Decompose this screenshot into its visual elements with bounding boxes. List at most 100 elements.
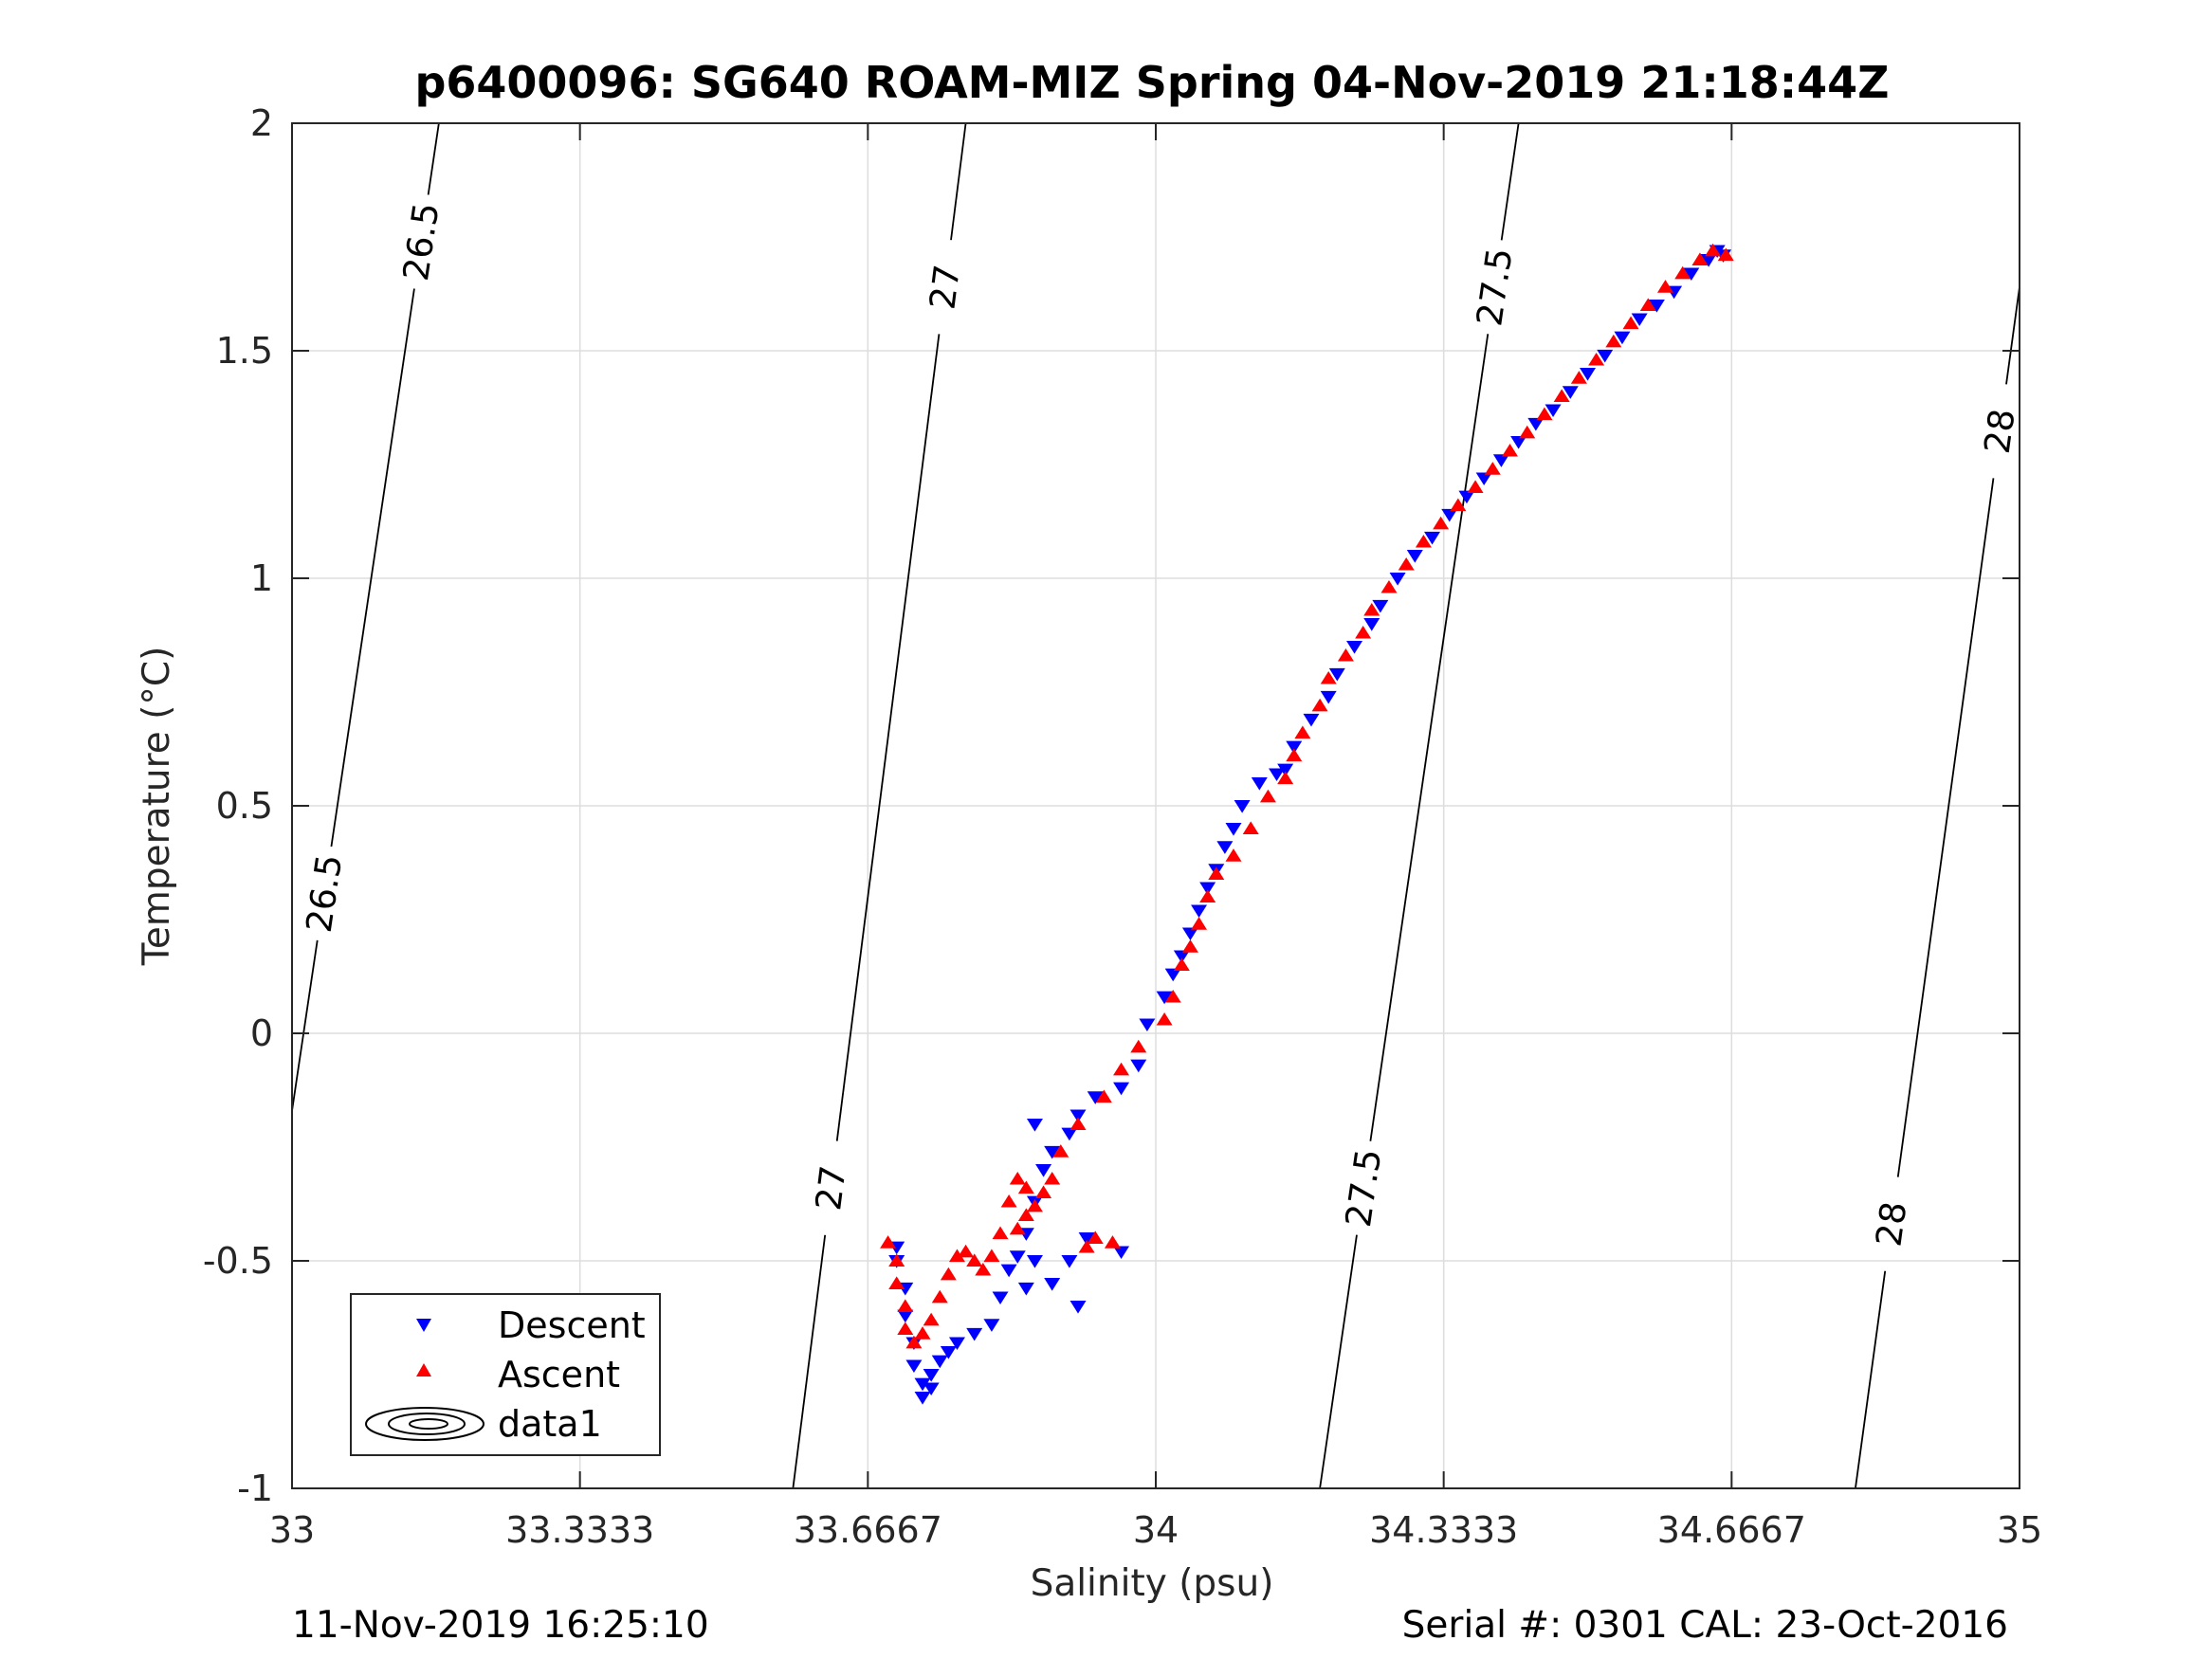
contour-label: 27	[922, 263, 968, 312]
ascent-point	[1311, 698, 1328, 712]
ascent-point	[975, 1262, 992, 1276]
legend-descent-marker	[416, 1319, 431, 1332]
ascent-point	[1674, 265, 1691, 280]
ascent-point	[1156, 1012, 1173, 1026]
descent-point	[923, 1369, 940, 1382]
ascent-point	[1294, 725, 1311, 739]
ascent-point	[1208, 866, 1225, 880]
descent-point	[1269, 768, 1286, 782]
descent-point	[1000, 1264, 1017, 1278]
ascent-point	[897, 1299, 914, 1312]
descent-point	[1009, 1250, 1026, 1264]
descent-point	[992, 1291, 1009, 1305]
ascent-point	[1553, 389, 1570, 402]
y-tick-label: 2	[250, 102, 273, 144]
descent-point	[1199, 882, 1216, 896]
contour-line	[1500, 122, 1520, 241]
ascent-point	[1052, 1144, 1069, 1158]
y-tick-label: 1	[250, 557, 273, 599]
contour-line	[835, 334, 941, 1141]
ascent-point	[1536, 407, 1553, 421]
descent-point	[931, 1355, 948, 1369]
x-axis-label: Salinity (psu)	[1031, 1562, 1274, 1605]
x-tick-label: 35	[1997, 1509, 2042, 1551]
ascent-point	[983, 1249, 1000, 1263]
descent-point	[1225, 823, 1242, 836]
descent-point	[914, 1392, 931, 1405]
descent-point	[1562, 386, 1579, 399]
contour-line	[1369, 334, 1490, 1141]
ascent-point	[1017, 1180, 1034, 1194]
descent-point	[1631, 313, 1648, 327]
descent-point	[1130, 1059, 1147, 1073]
descent-point	[1026, 1119, 1043, 1132]
footer-timestamp: 11-Nov-2019 16:25:10	[292, 1604, 709, 1647]
grid	[291, 122, 2020, 1489]
descent-point	[1078, 1232, 1095, 1246]
ascent-point	[1656, 280, 1673, 293]
ascent-point	[1130, 1039, 1147, 1053]
ascent-point	[1467, 480, 1484, 493]
descent-point	[1191, 904, 1208, 919]
ascent-point	[1277, 771, 1294, 785]
ascent-point	[1000, 1194, 1017, 1208]
ascent-point	[1570, 371, 1587, 384]
descent-point	[1113, 1082, 1130, 1096]
ascent-point	[1017, 1208, 1034, 1221]
contour-label: 27.5	[1338, 1146, 1389, 1230]
legend-box	[350, 1293, 661, 1456]
descent-point	[1017, 1282, 1034, 1296]
ascent-point	[1095, 1089, 1112, 1103]
contour-line	[1896, 478, 1995, 1177]
ascent-point	[1191, 917, 1208, 930]
contour-label: 28	[1977, 407, 2023, 456]
ascent-point	[1717, 247, 1734, 262]
descent-point	[897, 1309, 914, 1323]
data-series	[880, 243, 1734, 1405]
descent-point	[1164, 968, 1181, 982]
descent-point	[1389, 573, 1406, 586]
contour-line	[291, 939, 319, 1111]
ascent-point	[1173, 957, 1190, 971]
contour-label: 26.5	[299, 852, 351, 936]
legend: Descent Ascent data1	[350, 1293, 661, 1456]
contour-line	[330, 288, 415, 848]
descent-point	[1139, 1018, 1156, 1032]
descent-point	[1061, 1127, 1078, 1141]
ascent-point	[1484, 462, 1501, 475]
ascent-point	[1026, 1198, 1043, 1212]
legend-contour-label: data1	[498, 1403, 602, 1445]
descent-point	[1251, 777, 1268, 791]
descent-point	[1648, 300, 1665, 313]
y-tick-label: 1.5	[216, 330, 273, 372]
x-tick-label: 33.3333	[505, 1509, 654, 1551]
descent-point	[1069, 1301, 1087, 1314]
ascent-point	[1450, 498, 1467, 512]
descent-point	[1527, 417, 1545, 431]
ascent-point	[1605, 334, 1622, 348]
descent-point	[923, 1382, 940, 1396]
y-axis-label: Temperature (°C)	[136, 647, 178, 967]
ascent-point	[1009, 1221, 1026, 1235]
descent-point	[1372, 599, 1389, 613]
contour-line	[950, 122, 967, 241]
ascent-point	[888, 1253, 905, 1267]
ascent-point	[940, 1267, 957, 1281]
descent-point	[1087, 1091, 1104, 1104]
descent-point	[1424, 531, 1441, 545]
descent-point	[1044, 1278, 1061, 1291]
contour-label: 28	[1869, 1199, 1915, 1249]
descent-point	[1320, 690, 1337, 704]
ascent-point	[1622, 316, 1639, 330]
descent-point	[1035, 1164, 1052, 1177]
ascent-point	[1242, 821, 1259, 834]
ascent-point	[1113, 1062, 1130, 1076]
ascent-point	[914, 1326, 931, 1340]
contour-label: 27.5	[1469, 246, 1520, 329]
ascent-point	[1044, 1171, 1061, 1185]
x-tick-label: 34	[1133, 1509, 1179, 1551]
descent-point	[1406, 550, 1423, 563]
descent-point	[905, 1359, 923, 1374]
ascent-point	[1691, 252, 1709, 265]
x-tick-label: 33.6667	[794, 1509, 942, 1551]
